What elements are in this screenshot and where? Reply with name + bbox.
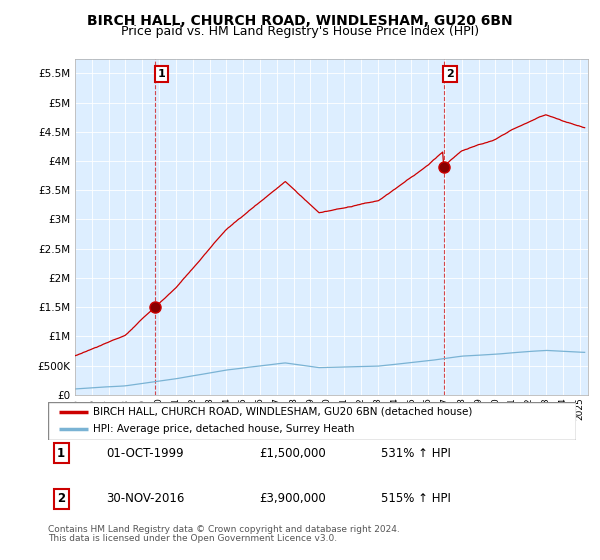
- Text: 2: 2: [57, 492, 65, 506]
- Text: BIRCH HALL, CHURCH ROAD, WINDLESHAM, GU20 6BN: BIRCH HALL, CHURCH ROAD, WINDLESHAM, GU2…: [87, 14, 513, 28]
- Text: 1: 1: [57, 446, 65, 460]
- Text: This data is licensed under the Open Government Licence v3.0.: This data is licensed under the Open Gov…: [48, 534, 337, 543]
- Text: 2: 2: [446, 69, 454, 79]
- Text: BIRCH HALL, CHURCH ROAD, WINDLESHAM, GU20 6BN (detached house): BIRCH HALL, CHURCH ROAD, WINDLESHAM, GU2…: [93, 407, 472, 417]
- Text: Price paid vs. HM Land Registry's House Price Index (HPI): Price paid vs. HM Land Registry's House …: [121, 25, 479, 38]
- Text: £1,500,000: £1,500,000: [259, 446, 326, 460]
- Text: £3,900,000: £3,900,000: [259, 492, 326, 506]
- Text: 531% ↑ HPI: 531% ↑ HPI: [380, 446, 451, 460]
- Text: 1: 1: [157, 69, 165, 79]
- Text: 01-OCT-1999: 01-OCT-1999: [106, 446, 184, 460]
- Text: Contains HM Land Registry data © Crown copyright and database right 2024.: Contains HM Land Registry data © Crown c…: [48, 525, 400, 534]
- Text: 30-NOV-2016: 30-NOV-2016: [106, 492, 184, 506]
- Text: 515% ↑ HPI: 515% ↑ HPI: [380, 492, 451, 506]
- Text: HPI: Average price, detached house, Surrey Heath: HPI: Average price, detached house, Surr…: [93, 424, 355, 435]
